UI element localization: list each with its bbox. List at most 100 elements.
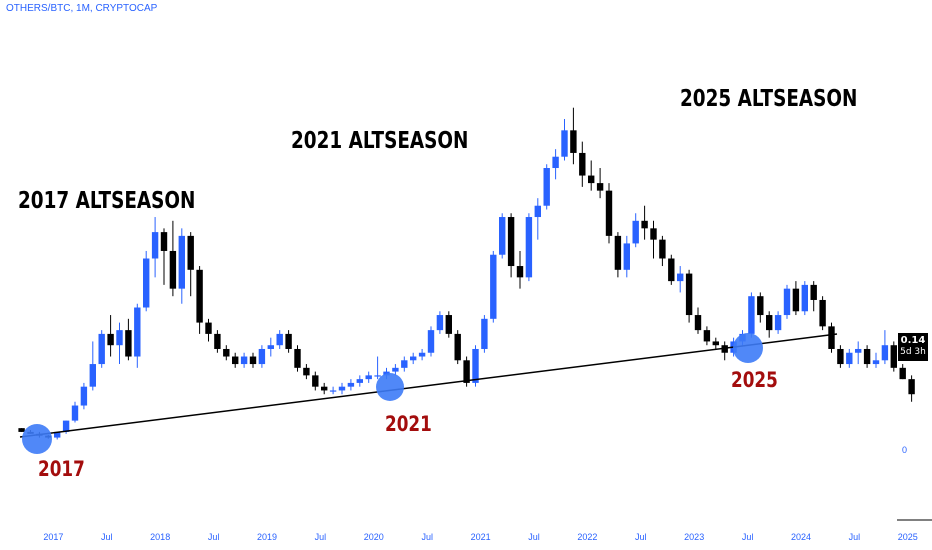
candle-body [107,333,114,346]
candle-body [525,217,533,278]
candle-body [828,326,835,349]
candle-body [641,220,648,229]
candle-body [321,386,328,391]
x-tick-label: Jul [101,532,113,542]
x-tick-label: Jul [315,532,327,542]
x-tick-label: 2022 [577,532,597,542]
candle-body [134,307,141,357]
candle-body [347,382,355,387]
candle-body [80,386,88,406]
bar-countdown: 5d 3h [900,347,926,357]
candle-body [837,348,844,365]
highlight-circle-2021 [376,373,404,401]
candle-body [62,420,70,432]
x-tick-label: Jul [742,532,754,542]
label-2021-altseason: 2021 ALTSEASON [291,128,469,154]
candle-body [685,273,693,316]
candle-body [881,345,889,361]
candle-body [757,296,764,316]
x-tick-label: 2025 [898,532,918,542]
price-axis-zero: 0 [902,445,908,455]
candle-body [846,352,853,365]
candle-body [534,205,541,218]
x-tick-label: 2019 [257,532,277,542]
x-tick-label: Jul [208,532,220,542]
candle-body [472,348,479,383]
candle-body [418,352,426,357]
candle-body [632,220,639,244]
candle-body [668,258,675,282]
candle-body [783,288,791,316]
year-label-2025: 2025 [731,368,778,392]
candle-body [267,345,274,349]
candle-body [214,333,221,349]
year-label-2021: 2021 [385,412,432,436]
candle-body [650,228,657,240]
x-tick-label: Jul [421,532,433,542]
candle-body [143,258,150,308]
candle-body [71,405,79,421]
x-axis: 2017 Jul 2018 Jul 2019 Jul 2020 Jul 2021 Jul 2022 J… [43,532,918,542]
candle-body [855,348,862,353]
candle-body [151,232,159,259]
candle-body [196,269,203,323]
candle-body [258,348,266,365]
candle-body [54,431,61,438]
candle-body [436,315,444,331]
candles-layer [18,107,915,440]
candle-body [543,168,550,206]
x-tick-label: 2020 [364,532,384,542]
candle-body [490,254,497,319]
candle-body [810,284,817,300]
symbol-header[interactable]: OTHERS/BTC, 1M, CRYPTOCAP [6,3,158,14]
candle-body [338,386,346,391]
label-2025-altseason: 2025 ALTSEASON [680,86,858,112]
x-tick-label: 2021 [471,532,491,542]
last-price-value: 0.14 [900,335,926,346]
candle-body [748,296,755,334]
candle-body [659,239,666,259]
year-label-2017: 2017 [38,457,85,481]
candle-body [285,333,292,349]
candle-body [427,330,435,353]
candle-body [240,356,248,365]
x-tick-label: Jul [849,532,861,542]
candle-body [721,345,728,353]
candle-body [703,330,711,342]
highlight-circle-2017 [22,424,52,454]
candle-body [507,217,515,267]
candle-body [276,333,283,346]
candle-body [819,299,826,327]
candle-body [392,367,399,372]
candle-body [454,333,461,361]
candle-body [890,345,897,368]
candle-body [792,288,800,312]
candle-body [205,322,212,334]
x-tick-label: Jul [528,532,540,542]
candle-body [89,364,96,387]
x-tick-label: 2024 [791,532,811,542]
candle-body [223,348,230,357]
candle-body [356,379,363,383]
candle-body [516,266,524,278]
candle-body [329,390,337,392]
candle-body [712,341,719,346]
candle-body [694,315,702,331]
candle-body [588,175,595,184]
candle-body [116,330,123,346]
candle-body [570,130,577,153]
candle-body [249,356,257,365]
x-tick-label: 2023 [684,532,704,542]
x-tick-label: 2017 [43,532,63,542]
candle-body [18,428,25,432]
highlight-circle-2025 [733,333,763,363]
candle-body [596,183,604,191]
candle-body [552,156,559,169]
candle-body [872,360,880,365]
candle-body [908,379,915,395]
candle-body [125,330,132,357]
candle-body [401,360,408,368]
candle-body [294,348,301,368]
candle-body [561,130,568,157]
